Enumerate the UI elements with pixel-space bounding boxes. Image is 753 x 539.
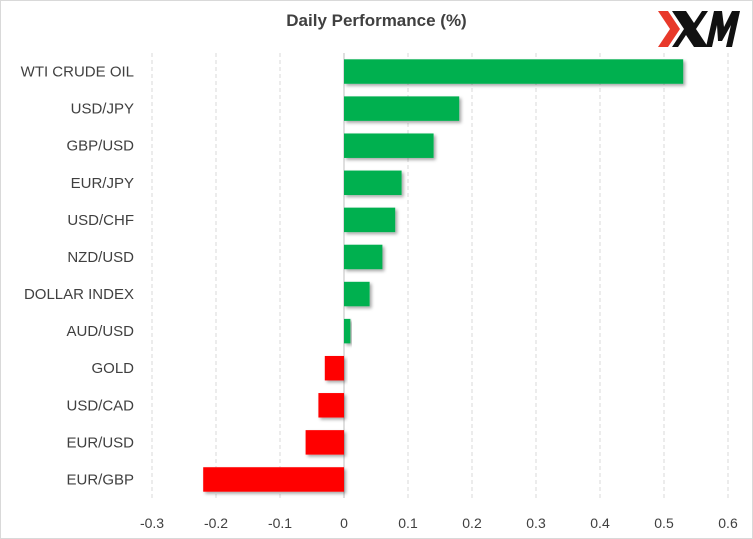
- x-tick-label: 0.1: [398, 515, 418, 531]
- x-tick-label: 0.3: [526, 515, 546, 531]
- category-label: EUR/USD: [66, 434, 134, 451]
- category-label: DOLLAR INDEX: [24, 286, 134, 303]
- x-axis-ticks: -0.3 -0.2 -0.1 0 0.1 0.2 0.3 0.4 0.5 0.6: [140, 515, 738, 531]
- category-label: USD/CHF: [67, 212, 134, 229]
- bar: [318, 393, 344, 418]
- category-label: USD/CAD: [66, 397, 134, 414]
- bar: [344, 207, 396, 233]
- x-tick-label: 0.6: [718, 515, 738, 531]
- category-label: EUR/GBP: [66, 471, 134, 488]
- x-tick-label: 0: [340, 515, 348, 531]
- bar: [344, 59, 684, 84]
- bar: [344, 133, 434, 158]
- category-label: WTI CRUDE OIL: [21, 64, 134, 81]
- chart-title: Daily Performance (%): [286, 11, 467, 30]
- x-tick-label: 0.5: [654, 515, 674, 531]
- category-label: GOLD: [91, 360, 134, 377]
- bars: [203, 59, 684, 492]
- bar: [344, 96, 460, 121]
- bar: [203, 467, 344, 492]
- bar: [344, 281, 370, 307]
- category-label: NZD/USD: [67, 249, 134, 266]
- x-tick-label: 0.4: [590, 515, 610, 531]
- bar: [344, 318, 351, 344]
- x-tick-label: -0.3: [140, 515, 164, 531]
- x-tick-label: -0.1: [268, 515, 292, 531]
- x-tick-label: -0.2: [204, 515, 228, 531]
- bar: [344, 170, 402, 196]
- category-label: EUR/JPY: [71, 175, 134, 192]
- category-label: AUD/USD: [66, 323, 134, 340]
- gridlines: [151, 53, 729, 498]
- bar: [324, 355, 344, 381]
- category-label: USD/JPY: [71, 101, 134, 118]
- bar: [305, 430, 344, 455]
- category-label: GBP/USD: [66, 138, 134, 155]
- category-labels: WTI CRUDE OIL USD/JPY GBP/USD EUR/JPY USD/CH…: [21, 64, 135, 489]
- x-tick-label: 0.2: [462, 515, 482, 531]
- xm-logo-icon: [658, 11, 740, 47]
- bar: [344, 244, 383, 270]
